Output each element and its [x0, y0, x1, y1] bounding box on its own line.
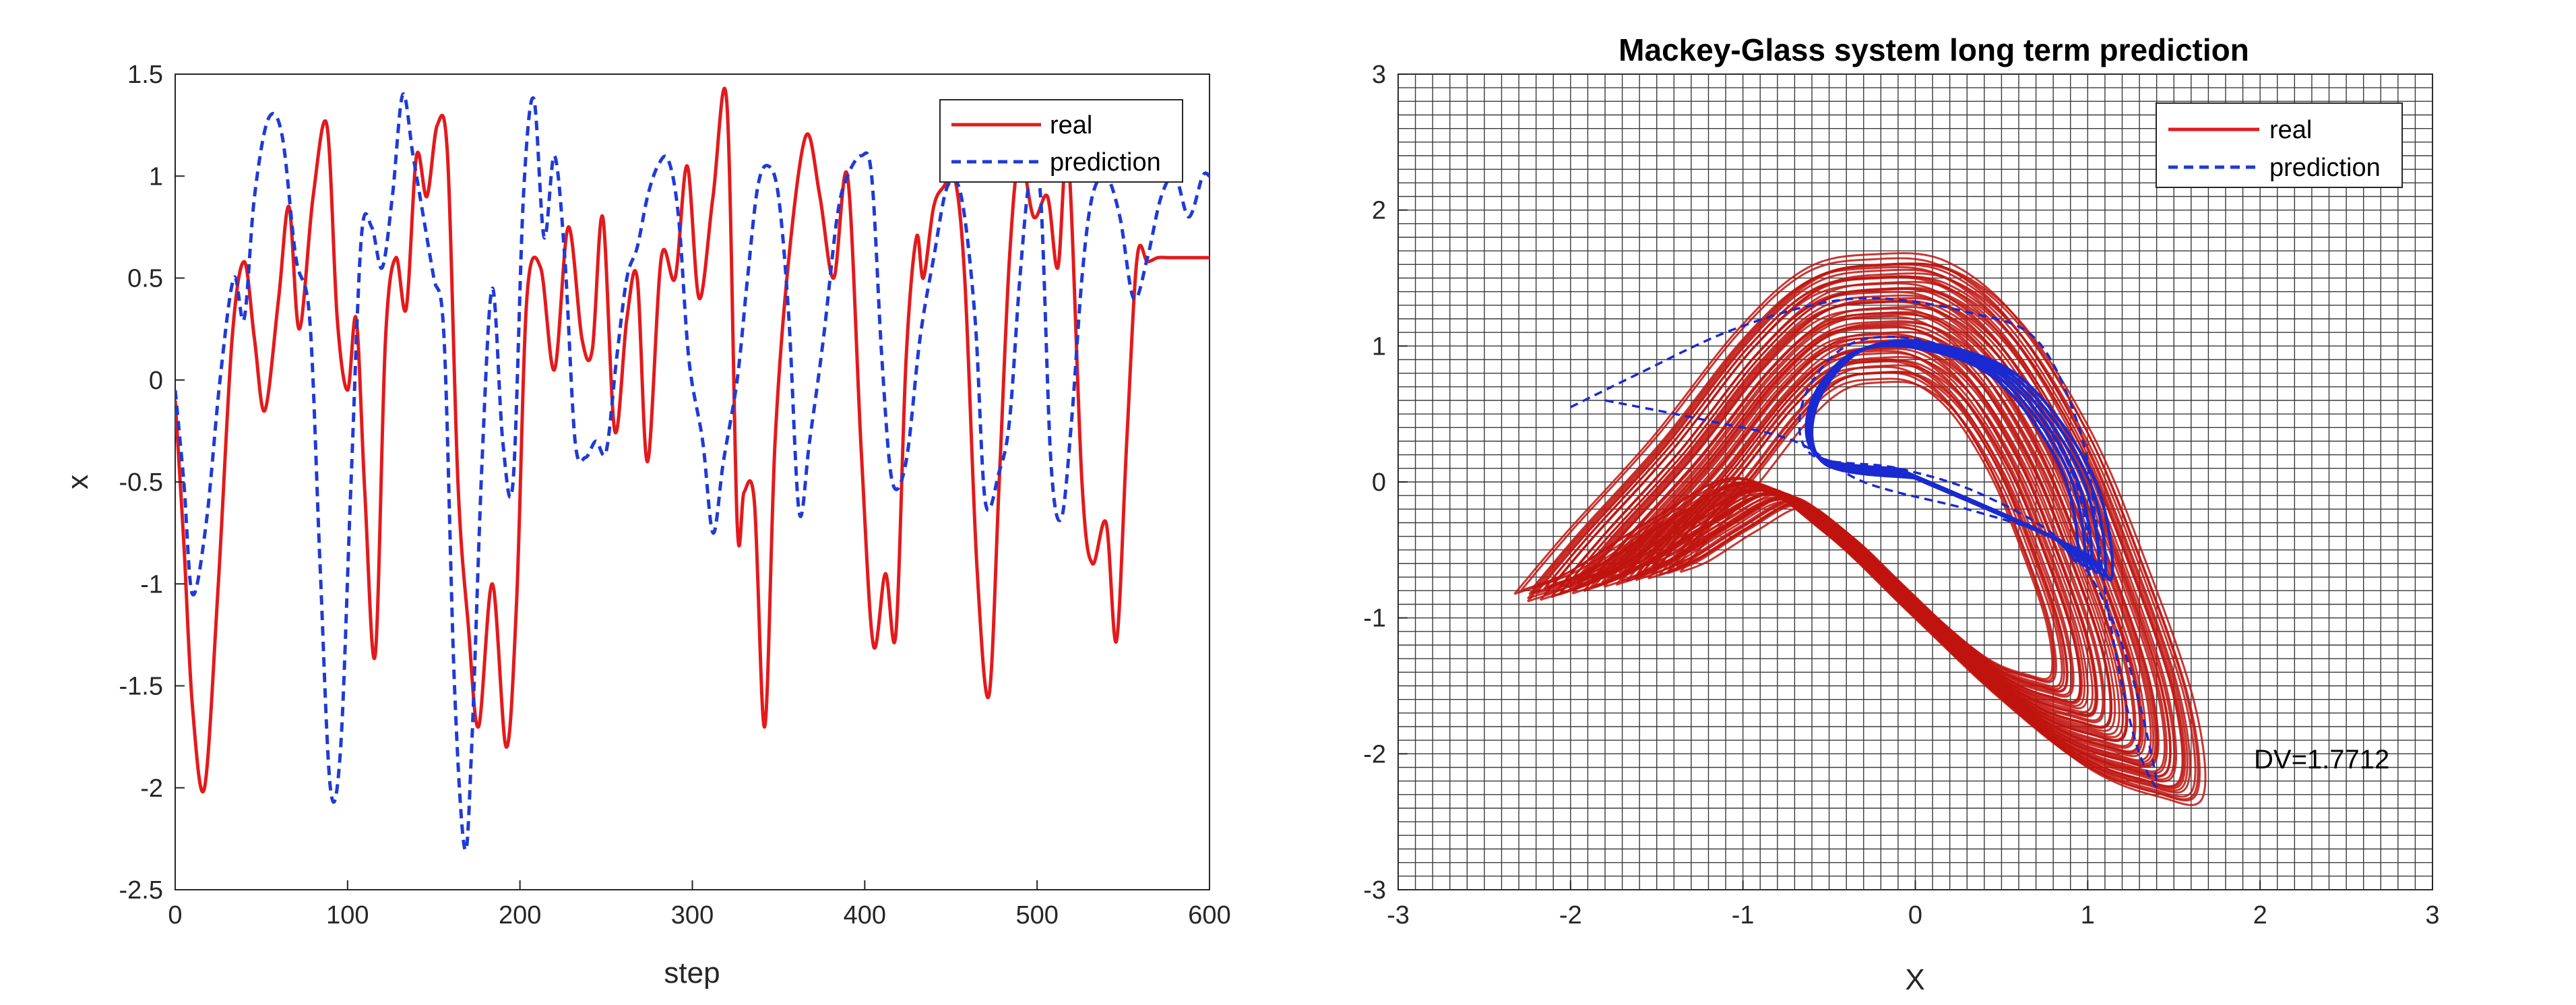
right-y-tick-label: 1: [1372, 332, 1386, 361]
phase-prediction-loop: [1810, 339, 2114, 582]
left-y-tick-label: -2.5: [119, 876, 163, 905]
right-x-axis-label: X: [1905, 963, 1924, 996]
left-x-tick-label: 0: [168, 901, 182, 930]
left-legend-real-label: real: [1050, 111, 1092, 140]
left-series-prediction: [175, 92, 1210, 852]
left-series-real: [175, 86, 1210, 794]
left-y-tick-label: -1: [140, 570, 163, 599]
left-y-tick-label: 0: [149, 367, 163, 395]
left-x-tick-label: 200: [499, 901, 541, 930]
left-x-tick-label: 600: [1188, 901, 1230, 930]
right-x-tick-label: 0: [1908, 901, 1922, 930]
right-legend-prediction-label: prediction: [2269, 154, 2381, 182]
left-y-tick-label: 1: [149, 162, 163, 191]
dv-annotation: DV=1.7712: [2254, 745, 2389, 774]
time-series-chart: 0 100 200 300 400 500 600 1.5 1 0.5 0 -0.5 -1 -1.5 -2…: [61, 61, 1231, 989]
right-y-tick-label: 3: [1372, 61, 1386, 89]
right-y-tick-label: 2: [1372, 197, 1386, 225]
left-legend-prediction-label: prediction: [1050, 148, 1161, 177]
right-y-tick-label: -1: [1363, 605, 1386, 633]
left-legend: real prediction: [939, 99, 1183, 183]
phase-real-trajectory: [1513, 252, 2199, 801]
left-y-tick-label: 1.5: [127, 61, 163, 89]
right-legend-real-label: real: [2269, 116, 2312, 144]
right-y-tick-label: -3: [1363, 876, 1386, 905]
left-y-tick-label: 0.5: [127, 265, 163, 293]
left-x-tick-label: 100: [326, 901, 369, 930]
left-x-tick-label: 500: [1015, 901, 1058, 930]
left-y-tick-label: -2: [140, 774, 163, 803]
right-x-tick-label: 2: [2253, 901, 2267, 930]
right-x-tick-label: 1: [2081, 901, 2095, 930]
right-x-tick-label: -2: [1559, 901, 1582, 930]
right-legend: real prediction: [2156, 102, 2403, 188]
right-chart-title: Mackey-Glass system long term prediction: [1619, 32, 2249, 67]
right-y-tick-label: -2: [1363, 740, 1386, 768]
right-y-tick-label: 0: [1372, 468, 1386, 497]
left-y-axis-label: x: [61, 475, 94, 489]
left-x-tick-label: 300: [671, 901, 714, 930]
left-legend-box: [939, 99, 1183, 183]
right-x-tick-label: -1: [1732, 901, 1755, 930]
right-x-tick-label: 3: [2425, 901, 2439, 930]
right-legend-box: [2156, 102, 2403, 188]
phase-portrait-chart: Mackey-Glass system long term prediction…: [1363, 32, 2439, 996]
left-y-tick-label: -0.5: [119, 468, 163, 497]
left-x-axis-label: step: [664, 956, 720, 989]
left-x-tick-label: 400: [844, 901, 886, 930]
right-x-tick-label: -3: [1387, 901, 1410, 930]
left-y-tick-label: -1.5: [119, 673, 163, 701]
